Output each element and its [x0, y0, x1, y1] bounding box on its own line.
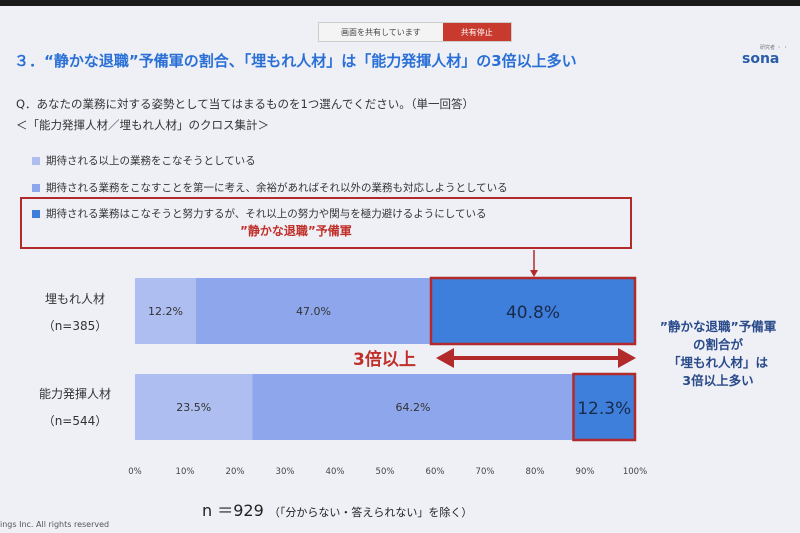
bar-segment: [135, 374, 253, 440]
question-text: Q．あなたの業務に対する姿勢として当てはまるものを1つ選んでください。（単一回答…: [16, 97, 474, 111]
x-tick-label: 40%: [326, 467, 345, 477]
callout-box: [20, 197, 632, 249]
side-note-line: ”静かな退職”予備軍: [659, 319, 777, 334]
sample-size-note: （「分からない・答えられない」を除く）: [268, 506, 473, 519]
highlight-box: [429, 276, 637, 346]
x-tick-label: 60%: [426, 467, 445, 477]
bar-segment: [573, 374, 635, 440]
share-message: 画面を共有しています: [341, 27, 421, 37]
legend-item-2: 期待される業務をこなすことを第一に考え、余裕があればそれ以外の業務も対応しようと…: [32, 180, 508, 195]
comparison-label: 3倍以上: [353, 350, 416, 370]
category-n: （n=544）: [42, 414, 108, 428]
legend-swatch: [32, 209, 40, 218]
side-note-line: の割合が: [692, 337, 743, 352]
data-label: 40.8%: [506, 303, 560, 323]
cross-tab-label: ＜「能力発揮人材／埋もれ人材」のクロス集計＞: [16, 118, 269, 132]
logo-tagline: 研究者 ・ ・: [760, 45, 789, 51]
x-tick-label: 10%: [176, 467, 195, 477]
category-n: （n=385）: [42, 319, 108, 333]
side-note-line: 3倍以上多い: [682, 373, 754, 388]
bar-segment: [431, 278, 635, 344]
data-label: 47.0%: [296, 305, 331, 318]
slide-title: ３．“静かな退職”予備軍の割合、「埋もれ人材」は「能力発揮人材」の3倍以上多い: [14, 52, 577, 70]
sample-size: n ＝929 （「分からない・答えられない」を除く）: [202, 497, 472, 521]
legend-label: 期待される業務はこなそうと努力するが、それ以上の努力や関与を極力避けるようにして…: [46, 208, 487, 220]
legend-label: 期待される業務をこなすことを第一に考え、余裕があればそれ以外の業務も対応しようと…: [46, 182, 508, 194]
x-tick-label: 20%: [226, 467, 245, 477]
category-label: 埋もれ人材: [44, 292, 105, 306]
x-tick-label: 90%: [576, 467, 595, 477]
side-note-line: 「埋もれ人材」は: [667, 355, 768, 370]
callout-label: ”静かな退職”予備軍: [240, 224, 352, 238]
sample-size-value: n ＝929: [202, 501, 264, 520]
callout-arrowhead: [530, 270, 538, 277]
legend-swatch: [32, 183, 40, 192]
x-tick-label: 70%: [476, 467, 495, 477]
data-label: 23.5%: [176, 401, 211, 414]
stop-sharing-button[interactable]: 共有停止: [442, 23, 511, 41]
slide: [0, 6, 800, 533]
comparison-arrow-left: [436, 348, 454, 368]
bar-segment: [252, 374, 574, 440]
logo-text: sona: [742, 51, 780, 67]
data-label: 12.2%: [148, 305, 183, 318]
copyright: ings Inc. All rights reserved: [0, 520, 110, 529]
data-label: 64.2%: [396, 401, 431, 414]
x-tick-label: 50%: [376, 467, 395, 477]
comparison-arrow-right: [618, 348, 636, 368]
legend-item-1: 期待される以上の業務をこなそうとしている: [32, 153, 256, 168]
row-label-buried: 埋もれ人材 （n=385）: [10, 290, 140, 334]
bar-segment: [196, 278, 431, 344]
legend-swatch: [32, 156, 40, 165]
highlight-box: [572, 372, 637, 442]
x-tick-label: 80%: [526, 467, 545, 477]
data-label: 12.3%: [577, 399, 631, 419]
x-tick-label: 30%: [276, 467, 295, 477]
screen-share-bar: 画面を共有しています 共有停止: [318, 22, 512, 42]
x-tick-label: 100%: [623, 467, 647, 477]
bar-segment: [135, 278, 196, 344]
category-label: 能力発揮人材: [38, 387, 111, 401]
row-label-capable: 能力発揮人材 （n=544）: [10, 385, 140, 429]
side-note: ”静かな退職”予備軍 の割合が 「埋もれ人材」は 3倍以上多い: [638, 318, 798, 390]
x-tick-label: 0%: [128, 467, 142, 477]
legend-item-3: 期待される業務はこなそうと努力するが、それ以上の努力や関与を極力避けるようにして…: [32, 206, 486, 221]
logo: 研究者 ・ ・ sona: [742, 44, 788, 67]
legend-label: 期待される以上の業務をこなそうとしている: [46, 155, 256, 167]
